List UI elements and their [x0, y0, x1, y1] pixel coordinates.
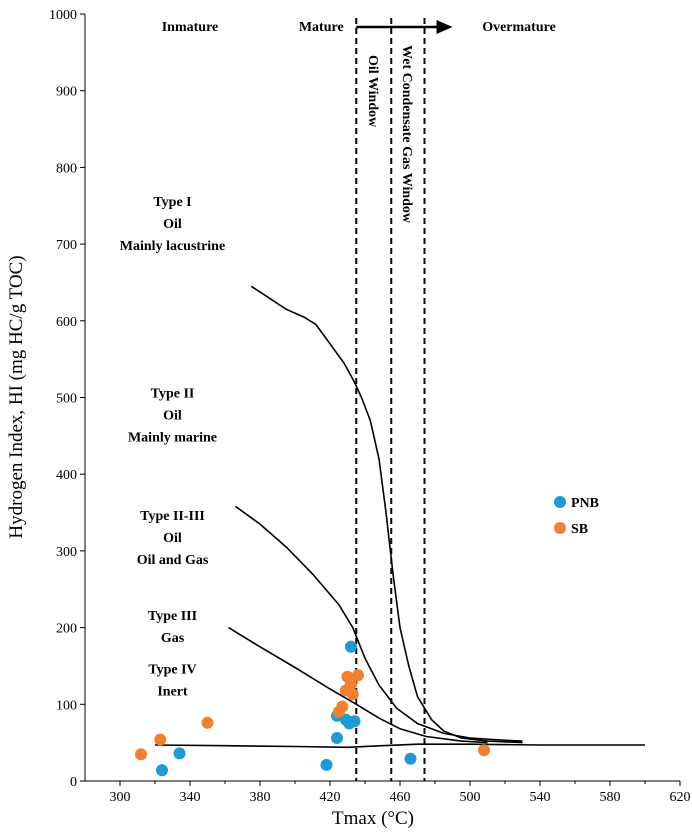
data-point-pnb	[173, 747, 186, 760]
x-tick-label: 620	[670, 790, 691, 805]
x-tick-label: 300	[110, 790, 131, 805]
data-point-sb	[336, 700, 349, 713]
maturity-zone-label: Overmature	[482, 20, 556, 35]
y-tick-label: 600	[56, 315, 77, 330]
legend-marker	[554, 496, 566, 508]
legend: PNB SB	[554, 496, 599, 537]
data-point-pnb	[320, 758, 333, 771]
x-tick-label: 580	[600, 790, 621, 805]
y-tick-label: 900	[56, 85, 77, 100]
window-label: Oil Window	[365, 55, 380, 128]
kerogen-type-label: Oil	[163, 531, 182, 546]
kerogen-type-label: Type II	[151, 387, 195, 402]
data-point-sb	[346, 688, 359, 701]
x-tick-label: 540	[530, 790, 551, 805]
x-axis-title: Tmax (°C)	[332, 808, 414, 829]
maturity-arrow-head	[436, 20, 453, 34]
kerogen-type-label: Oil and Gas	[137, 553, 209, 568]
data-point-sb	[135, 748, 147, 761]
maturity-zone-label: Inmature	[162, 20, 219, 35]
data-point-pnb	[331, 732, 343, 744]
y-tick-label: 500	[56, 392, 77, 407]
kerogen-type-curve	[250, 285, 523, 744]
maturity-zones: Inmature Mature Overmature Oil Window Wet Co…	[162, 18, 556, 781]
kerogen-type-label: Mainly lacustrine	[120, 239, 225, 254]
kerogen-type-curve	[228, 626, 488, 744]
data-points	[135, 640, 490, 777]
data-point-sb	[478, 744, 490, 757]
kerogen-type-label: Type IV	[148, 663, 196, 678]
kerogen-type-label: Oil	[163, 217, 182, 232]
legend-label: PNB	[571, 496, 599, 511]
x-tick-label: 500	[460, 790, 481, 805]
y-tick-label: 0	[70, 775, 77, 790]
kerogen-type-label: Gas	[161, 631, 185, 646]
data-point-pnb	[404, 752, 417, 765]
y-tick-label: 700	[56, 238, 77, 253]
annotations: Type I Oil Mainly lacustrine Type II Oil Main…	[120, 195, 225, 700]
data-point-sb	[154, 733, 167, 746]
legend-marker	[554, 522, 566, 534]
y-tick-label: 800	[56, 161, 77, 176]
kerogen-type-label: Oil	[163, 409, 182, 424]
y-tick-label: 200	[56, 622, 77, 637]
data-point-sb	[201, 716, 214, 729]
data-point-pnb	[345, 640, 357, 653]
axes: 0 100 200 300 400 500 600 700 800 900 1000 300 340 38…	[49, 8, 691, 805]
data-point-sb	[352, 669, 364, 682]
kerogen-type-label: Type I	[153, 195, 191, 210]
data-point-pnb	[156, 764, 168, 777]
kerogen-type-label: Inert	[157, 685, 188, 700]
kerogen-type-label: Type II-III	[140, 509, 205, 524]
kerogen-type-label: Type III	[148, 609, 197, 624]
data-point-sb	[345, 678, 357, 691]
y-axis-title: Hydrogen Index, HI (mg HC/g TOC)	[6, 255, 27, 538]
y-tick-label: 1000	[49, 8, 77, 23]
kerogen-curves	[154, 285, 645, 749]
x-tick-label: 340	[180, 790, 201, 805]
kerogen-type-label: Mainly marine	[128, 431, 217, 446]
maturity-zone-label: Mature	[299, 20, 344, 35]
x-tick-label: 380	[250, 790, 271, 805]
y-tick-label: 300	[56, 545, 77, 560]
y-tick-label: 100	[56, 698, 77, 713]
x-tick-label: 460	[390, 790, 411, 805]
y-tick-label: 400	[56, 468, 77, 483]
kerogen-type-curve	[235, 505, 523, 742]
x-tick-label: 420	[320, 790, 341, 805]
legend-label: SB	[571, 522, 588, 537]
kerogen-type-curve	[154, 743, 645, 749]
data-point-pnb	[348, 715, 361, 728]
window-label: Wet Condensate Gas Window	[399, 45, 414, 224]
